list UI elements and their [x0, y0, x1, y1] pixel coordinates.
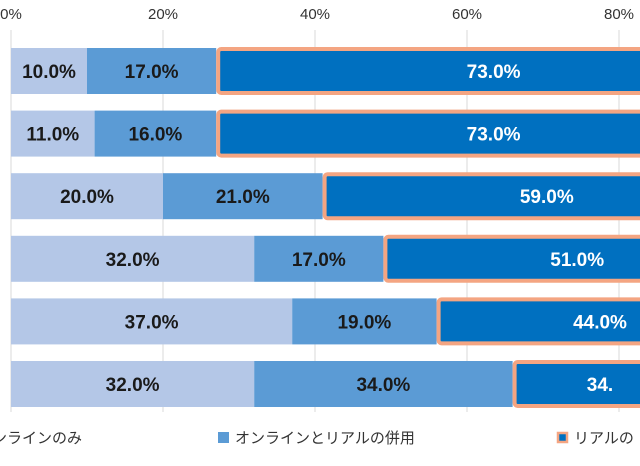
data-label: 32.0%	[106, 375, 160, 396]
bar-row-2-segment-1: 11.0%	[11, 110, 95, 157]
data-label: 21.0%	[216, 187, 270, 208]
bar	[254, 235, 384, 282]
bar-row-5-segment-1: 37.0%	[11, 298, 293, 345]
data-label: 11.0%	[26, 125, 79, 146]
legend-label: オンラインのみ	[0, 430, 82, 447]
bar	[11, 361, 255, 407]
bar	[94, 110, 217, 157]
data-label: 20.0%	[60, 187, 114, 208]
bar	[512, 360, 640, 408]
data-label: 34.0%	[356, 375, 410, 396]
bar-row-1-segment-3: 73.0%	[216, 47, 640, 95]
data-label: 32.0%	[106, 250, 160, 271]
bar	[11, 48, 87, 94]
x-tick-label: 0%	[0, 6, 22, 23]
bar	[11, 235, 255, 282]
bars: 10.0% 17.0% 73.0% 11.0% 16.0% 73.0% 20.0% 21.0%…	[11, 47, 640, 408]
bar-row-3-segment-2: 21.0%	[163, 173, 323, 220]
bar-row-6-segment-3: 34.	[512, 360, 640, 408]
bar	[87, 48, 217, 94]
legend-item-3: リアルの	[556, 430, 634, 447]
data-label: 17.0%	[292, 250, 346, 271]
data-label: 51.0%	[550, 250, 604, 271]
bar-row-3-segment-3: 59.0%	[322, 172, 640, 221]
legend-label: オンラインとリアルの併用	[235, 430, 415, 447]
bar-row-6-segment-1: 32.0%	[11, 361, 255, 407]
data-label: 17.0%	[125, 62, 179, 83]
legend-label: リアルの	[574, 430, 634, 447]
data-label: 16.0%	[128, 125, 182, 146]
legend-item-1: オンラインのみ	[0, 430, 82, 447]
bar	[163, 173, 323, 220]
bar-row-4-segment-2: 17.0%	[254, 235, 384, 282]
bar	[436, 297, 640, 346]
x-tick-label: 20%	[148, 6, 178, 23]
bar	[11, 110, 95, 157]
legend-swatch	[218, 432, 229, 443]
bar	[292, 298, 437, 345]
bar	[11, 173, 163, 220]
bar-row-1-segment-1: 10.0%	[11, 48, 87, 94]
bar-row-5-segment-2: 19.0%	[292, 298, 437, 345]
data-label: 44.0%	[573, 312, 627, 333]
bar	[383, 234, 640, 283]
x-tick-label: 60%	[452, 6, 482, 23]
data-label: 59.0%	[520, 187, 574, 208]
x-tick-label: 40%	[300, 6, 330, 23]
bar	[216, 47, 640, 95]
bar	[254, 361, 513, 407]
bar-row-4-segment-3: 51.0%	[383, 234, 640, 283]
bar-row-3-segment-1: 20.0%	[11, 173, 163, 220]
bar-row-4-segment-1: 32.0%	[11, 235, 255, 282]
x-tick-label: 80%	[604, 6, 634, 23]
bar-row-2-segment-3: 73.0%	[216, 109, 640, 158]
data-label: 10.0%	[22, 62, 76, 83]
bar-row-6-segment-2: 34.0%	[254, 361, 513, 407]
legend: オンラインのみ オンラインとリアルの併用 リアルの	[0, 430, 634, 447]
legend-item-2: オンラインとリアルの併用	[218, 430, 415, 447]
bar	[322, 172, 640, 221]
bar-row-2-segment-2: 16.0%	[94, 110, 217, 157]
bar	[216, 109, 640, 158]
data-label: 73.0%	[467, 62, 521, 83]
x-axis-ticks: 0% 20% 40% 60% 80%	[0, 6, 634, 23]
data-label: 34.	[587, 375, 613, 396]
legend-swatch	[556, 431, 569, 444]
data-label: 73.0%	[467, 125, 521, 146]
data-label: 37.0%	[125, 312, 179, 333]
bar-row-5-segment-3: 44.0%	[436, 297, 640, 346]
bar	[11, 298, 293, 345]
bar-row-1-segment-2: 17.0%	[87, 48, 217, 94]
data-label: 19.0%	[337, 312, 391, 333]
